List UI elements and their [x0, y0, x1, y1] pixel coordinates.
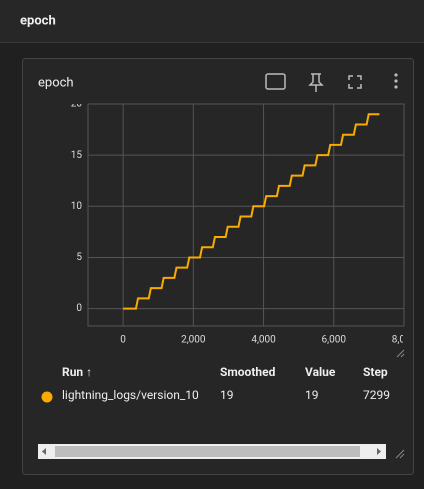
column-header: Step: [363, 365, 388, 379]
resize-handle: [395, 449, 405, 459]
table-cell: lightning_logs/version_10: [62, 388, 199, 402]
header-bar: [0, 0, 424, 43]
fit-icon[interactable]: [265, 73, 286, 90]
legend-swatch: [41, 391, 53, 403]
column-header: Run ↑: [62, 365, 92, 379]
y-tick-label: 0: [76, 303, 82, 314]
card-title: epoch: [38, 75, 74, 90]
column-header: Smoothed: [220, 365, 276, 379]
x-tick-label: 8,000: [392, 335, 417, 346]
menu-icon[interactable]: [394, 73, 398, 89]
table-cell: 7299: [363, 388, 390, 402]
y-tick-label: 5: [76, 252, 82, 263]
header-title: epoch: [20, 13, 56, 28]
y-tick-label: 15: [71, 150, 83, 161]
scroll-right[interactable]: [377, 448, 381, 455]
x-tick-label: 2,000: [181, 335, 206, 346]
x-tick-label: 0: [120, 335, 126, 346]
line: [123, 113, 380, 310]
y-tick-label: 10: [71, 201, 83, 212]
resize-handle: [396, 349, 405, 358]
scrollbar-thumb[interactable]: [55, 446, 360, 457]
plot-area: [87, 103, 405, 327]
x-tick-label: 4,000: [251, 335, 276, 346]
table-cell: 19: [305, 388, 319, 402]
y-tick-label: 20: [71, 99, 83, 110]
scroll-left[interactable]: [42, 448, 46, 455]
x-tick-label: 6,000: [322, 335, 347, 346]
column-header: Value: [305, 365, 336, 379]
table-cell: 19: [220, 388, 234, 402]
fullscreen-icon[interactable]: [348, 75, 362, 89]
pin-icon[interactable]: [308, 73, 324, 92]
